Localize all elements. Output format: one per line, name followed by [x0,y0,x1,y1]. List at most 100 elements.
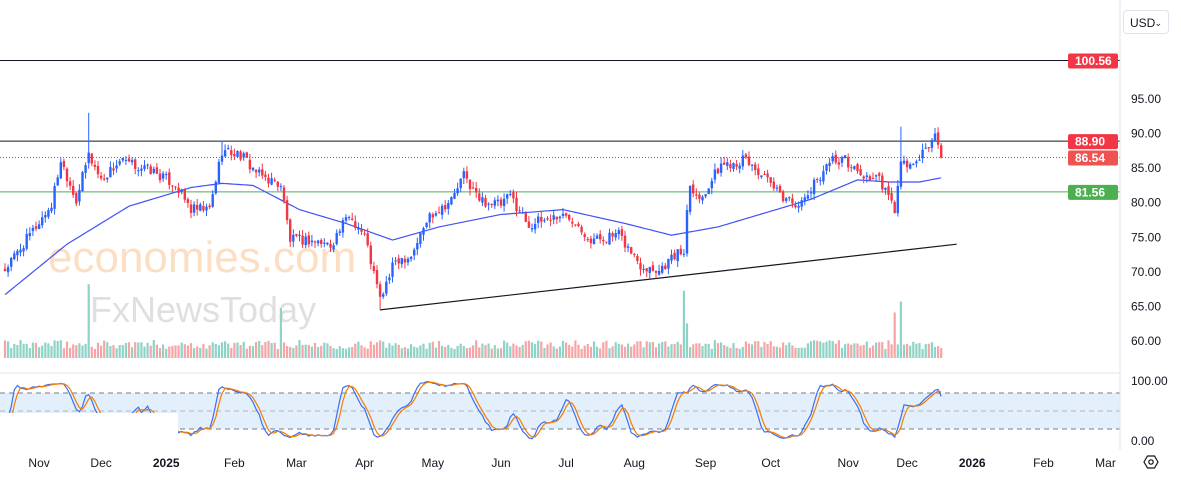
candle[interactable] [422,226,425,241]
candle[interactable] [270,172,273,186]
candle[interactable] [583,232,586,242]
candle[interactable] [933,127,937,142]
candle[interactable] [196,198,199,216]
candle[interactable] [233,148,236,161]
candle[interactable] [273,177,276,183]
candle[interactable] [13,250,16,261]
candle[interactable] [797,201,800,213]
candle[interactable] [778,184,782,194]
candle[interactable] [859,164,862,176]
candle[interactable] [840,155,844,168]
candle[interactable] [695,188,698,200]
candle[interactable] [254,169,258,178]
time-axis[interactable]: Nov Dec 2025 Feb Mar Apr May Jun Jul Aug Sep Oct Nov… [28,456,1115,470]
candle[interactable] [831,152,834,164]
candle[interactable] [775,184,779,192]
candle[interactable] [766,169,769,183]
candle[interactable] [769,177,772,187]
candle[interactable] [242,151,245,161]
candle[interactable] [341,217,345,238]
candle[interactable] [471,181,475,190]
candle[interactable] [580,224,583,236]
candle[interactable] [651,261,655,272]
candle[interactable] [378,281,382,310]
candle[interactable] [676,249,679,267]
candle[interactable] [106,177,109,183]
candle[interactable] [546,216,549,221]
candle[interactable] [527,216,531,229]
candle[interactable] [202,200,205,213]
candle[interactable] [710,177,713,195]
candle[interactable] [747,151,751,167]
candle[interactable] [214,180,217,195]
candle[interactable] [307,231,310,248]
candle[interactable] [298,230,301,242]
trendline[interactable] [380,243,957,311]
candle[interactable] [688,185,692,215]
candle[interactable] [34,221,38,232]
candle[interactable] [81,170,84,192]
candle[interactable] [599,230,602,244]
candle[interactable] [496,195,500,207]
candle[interactable] [326,242,329,246]
candle[interactable] [96,160,100,179]
candle[interactable] [921,143,924,164]
candle[interactable] [620,225,624,241]
candle[interactable] [329,239,332,253]
candle[interactable] [208,203,211,209]
candle[interactable] [351,212,354,221]
candle[interactable] [729,159,732,172]
candle[interactable] [323,238,326,248]
candle[interactable] [530,223,534,233]
candle[interactable] [685,204,689,257]
candle[interactable] [382,292,385,299]
candle[interactable] [56,174,59,186]
candle[interactable] [639,257,642,276]
candle[interactable] [509,190,512,197]
candle[interactable] [645,268,648,278]
candle[interactable] [289,218,292,247]
candle[interactable] [192,201,196,217]
candle[interactable] [168,168,171,190]
candle[interactable] [648,266,651,279]
candle[interactable] [568,213,571,222]
candle[interactable] [608,228,611,245]
candle[interactable] [189,199,193,219]
candle[interactable] [909,162,912,170]
candle[interactable] [444,200,447,213]
candle[interactable] [428,211,431,229]
candle[interactable] [282,185,286,204]
candle[interactable] [800,197,803,211]
candle[interactable] [667,258,670,275]
candle[interactable] [227,144,230,150]
candle[interactable] [171,184,174,192]
candle[interactable] [347,215,351,221]
candle[interactable] [456,182,459,196]
candle[interactable] [713,163,717,184]
candle[interactable] [112,162,115,176]
candle[interactable] [636,253,639,265]
candle[interactable] [549,214,552,227]
candle[interactable] [515,191,518,217]
candle[interactable] [822,165,825,185]
candle[interactable] [794,201,797,209]
candle[interactable] [3,263,7,272]
candle[interactable] [425,222,428,229]
candle[interactable] [50,202,53,214]
candle[interactable] [927,146,930,153]
candle[interactable] [837,157,841,170]
candle[interactable] [409,255,413,262]
candle[interactable] [205,203,208,217]
candle[interactable] [744,152,748,159]
candle[interactable] [180,188,183,195]
candle[interactable] [25,228,28,251]
candle[interactable] [847,153,850,172]
candle[interactable] [118,158,121,167]
candle[interactable] [450,196,453,206]
candle[interactable] [670,249,673,264]
candle[interactable] [704,193,707,199]
candle[interactable] [893,200,896,214]
candle[interactable] [918,154,921,161]
candle[interactable] [304,232,307,249]
candle[interactable] [199,202,202,212]
